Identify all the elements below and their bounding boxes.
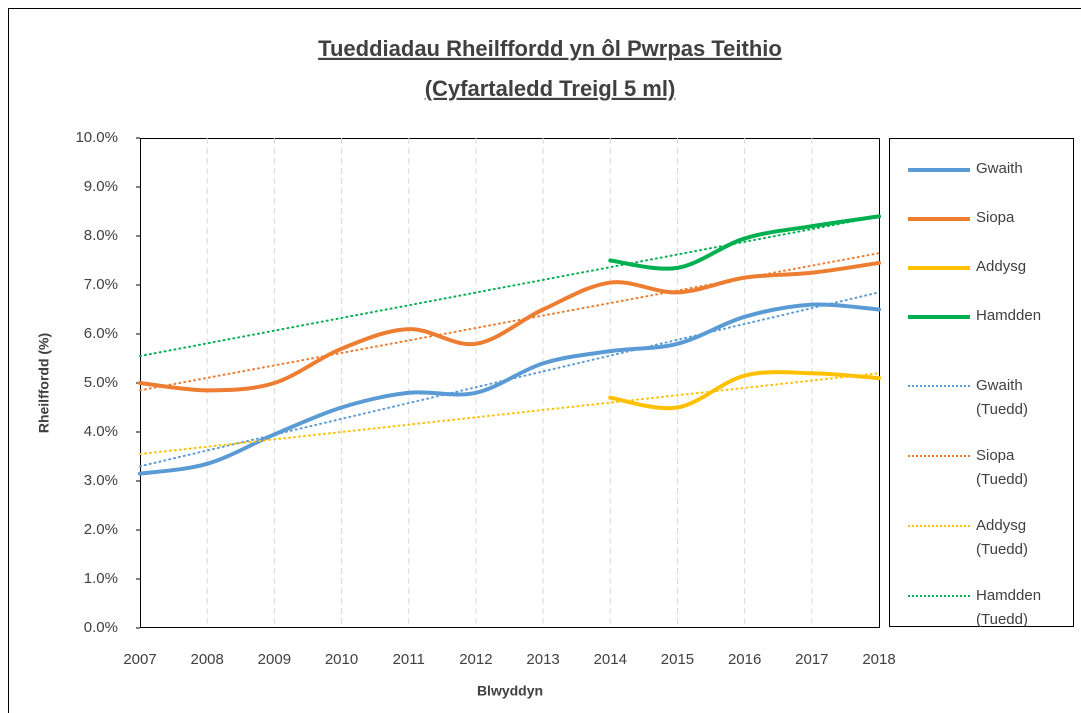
y-tick-label: 8.0% [84,227,118,244]
legend-swatch [908,525,970,527]
legend-label: Hamdden (Tuedd) [976,587,1042,628]
y-tick-label: 5.0% [84,374,118,391]
x-tick-label: 2016 [728,651,761,668]
series-line [608,370,881,411]
legend-label: Siopa [976,209,1015,226]
x-tick-label: 2013 [526,651,559,668]
trend-line [139,252,880,392]
y-tick-label: 1.0% [84,570,118,587]
x-tick-label: 2017 [795,651,828,668]
legend-swatch [908,595,970,597]
legend-item: Hamdden [890,304,1075,364]
y-tick-label: 3.0% [84,472,118,489]
x-tick-label: 2012 [459,651,492,668]
x-tick-label: 2007 [123,651,156,668]
legend-item: Hamdden (Tuedd) [890,584,1075,644]
legend-swatch [908,385,970,387]
y-tick-label: 7.0% [84,276,118,293]
legend-item: Siopa (Tuedd) [890,444,1075,504]
legend-label: Hamdden [976,307,1042,324]
y-tick-label: 6.0% [84,325,118,342]
x-tick-label: 2009 [258,651,291,668]
legend-swatch [908,266,970,270]
trend-line [139,215,880,358]
legend-item: Addysg (Tuedd) [890,514,1075,574]
trend-line [139,291,880,468]
legend-label: Siopa (Tuedd) [976,447,1028,488]
x-tick-label: 2014 [594,651,627,668]
legend-label: Gwaith [976,160,1023,177]
y-axis-title: Rheilffordd (%) [36,333,52,433]
legend-item: Gwaith (Tuedd) [890,374,1075,434]
legend-swatch [908,315,970,319]
x-tick-label: 2008 [190,651,223,668]
legend-item: Addysg [890,255,1075,315]
y-tick-label: 10.0% [75,129,118,146]
legend-label: Addysg [976,258,1027,275]
plot-frame [140,138,880,628]
chart-title: (Cyfartaledd Treigl 5 ml) [425,76,676,101]
y-tick-label: 2.0% [84,521,118,538]
legend-item: Gwaith [890,157,1075,217]
x-tick-label: 2011 [393,651,425,668]
x-tick-label: 2018 [862,651,895,668]
y-tick-label: 4.0% [84,423,118,440]
x-tick-label: 2015 [661,651,694,668]
y-tick-label: 0.0% [84,619,118,636]
legend-label: Addysg (Tuedd) [976,517,1028,558]
legend-swatch [908,217,970,221]
legend-swatch [908,455,970,457]
chart-frame [8,8,1081,713]
series-line [608,214,881,271]
x-tick-label: 2010 [325,651,358,668]
legend-item: Siopa [890,206,1075,266]
y-tick-label: 9.0% [84,178,118,195]
trend-line [139,372,880,456]
legend-swatch [908,168,970,172]
legend-label: Gwaith (Tuedd) [976,377,1028,418]
x-axis-title: Blwyddyn [477,683,543,699]
legend: Gwaith Siopa Addysg Hamdden Gwaith (Tuedd) Si… [889,138,1075,628]
chart-title: Tueddiadau Rheilffordd yn ôl Pwrpas Teit… [318,36,782,61]
